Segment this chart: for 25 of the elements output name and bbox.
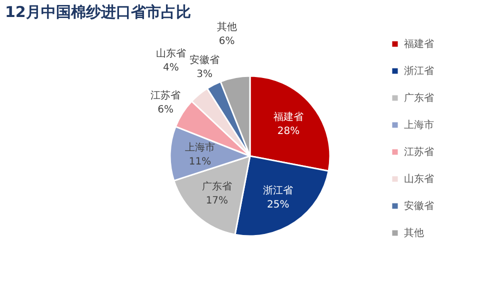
data-label: 28% [277,126,300,138]
slice-label: 山东省 [156,47,186,60]
legend-label: 山东省 [404,173,434,185]
legend-label: 其他 [404,227,424,239]
legend-label: 浙江省 [404,65,434,77]
slice-label: 江苏省 [150,89,181,102]
data-label: 3% [196,68,213,80]
slice-label: 安徽省 [190,54,220,66]
legend-label: 福建省 [404,38,434,50]
slice-label: 其他 [216,21,237,34]
slice-label: 福建省 [274,111,304,124]
data-label: 25% [266,199,290,210]
data-label: 6% [158,104,174,116]
legend-label: 上海市 [404,119,434,131]
slice-label: 上海市 [185,141,216,154]
data-label: 17% [206,196,228,207]
slice-label: 广东省 [202,180,232,193]
legend-label: 广东省 [404,92,434,104]
data-label: 4% [163,62,179,74]
chart-title: 12月中国棉纱进口省市占比 [5,3,191,22]
data-label: 11% [188,156,212,168]
legend-label: 江苏省 [404,146,434,158]
data-label: 6% [218,36,235,48]
legend-label: 安徽省 [404,200,434,212]
slice-label: 浙江省 [263,184,294,196]
